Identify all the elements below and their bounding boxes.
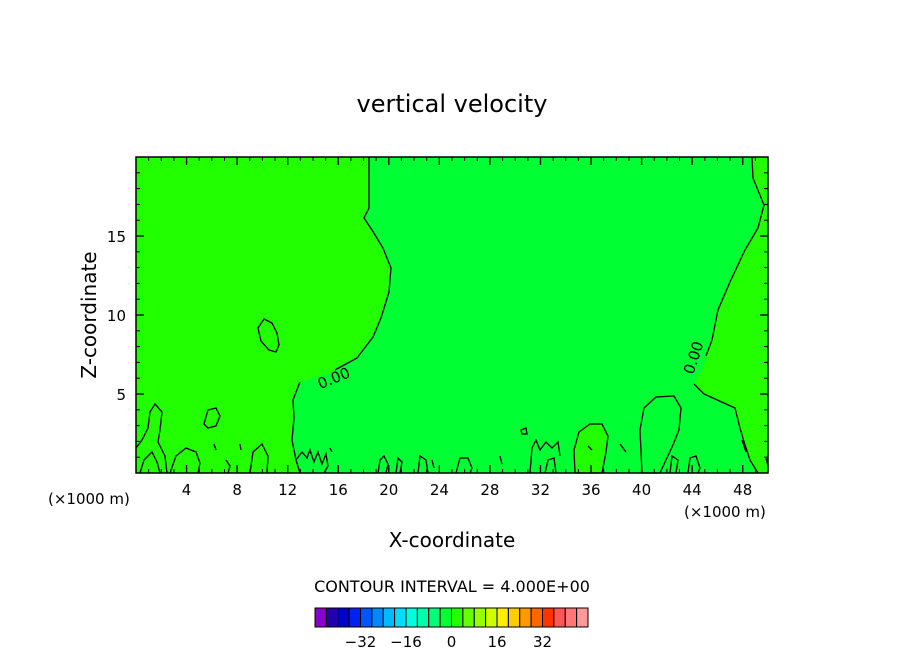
colorbar-tick-label: −32 xyxy=(345,633,377,651)
downward-blob-x41 xyxy=(639,395,682,474)
colorbar-swatch xyxy=(496,607,509,628)
x-tick-label: 20 xyxy=(379,481,398,499)
colorbar-swatch xyxy=(519,607,532,628)
x-unit-label-left: (×1000 m) xyxy=(48,490,130,508)
x-tick-label: 32 xyxy=(531,481,550,499)
x-tick-label: 28 xyxy=(480,481,499,499)
x-axis-label: X-coordinate xyxy=(389,528,516,552)
x-tick-label: 12 xyxy=(278,481,297,499)
y-tick-label: 5 xyxy=(116,386,126,404)
colorbar-swatch xyxy=(530,607,543,628)
plot-area: 0.000.00 xyxy=(135,156,769,474)
colorbar-labels: −32 −16 0 16 32 xyxy=(345,633,552,651)
colorbar-swatch xyxy=(416,607,430,628)
colorbar-swatch xyxy=(553,607,566,628)
colorbar-swatch xyxy=(507,607,521,628)
x-unit-label-right: (×1000 m) xyxy=(684,503,766,521)
y-axis-ticks: 5 10 15 xyxy=(107,172,768,458)
colorbar-tick-label: 0 xyxy=(447,633,457,651)
y-tick-label: 15 xyxy=(107,228,126,246)
x-tick-label: 40 xyxy=(632,481,651,499)
colorbar-swatch xyxy=(439,607,452,628)
colorbar-swatch xyxy=(325,607,339,628)
x-tick-label: 24 xyxy=(430,481,449,499)
colorbar-swatch xyxy=(337,607,350,628)
colorbar-swatch xyxy=(564,607,578,628)
colorbar-swatch xyxy=(371,607,384,628)
colorbar-swatch xyxy=(405,607,418,628)
colorbar-swatch xyxy=(485,607,498,628)
x-tick-label: 4 xyxy=(182,481,192,499)
x-axis-ticks: 4 8 12 16 20 24 28 32 36 40 44 48 xyxy=(148,157,756,499)
contour-interval-text: CONTOUR INTERVAL = 4.000E+00 xyxy=(314,577,590,596)
colorbar-tick-label: −16 xyxy=(390,633,422,651)
colorbar-swatch xyxy=(348,607,361,628)
x-tick-label: 36 xyxy=(581,481,600,499)
y-tick-label: 10 xyxy=(107,307,126,325)
colorbar-swatch xyxy=(473,607,487,628)
x-tick-label: 8 xyxy=(232,481,242,499)
colorbar-swatch xyxy=(428,607,441,628)
colorbar-tick-label: 16 xyxy=(487,633,506,651)
x-tick-label: 48 xyxy=(733,481,752,499)
colorbar-swatch xyxy=(576,607,589,628)
chart-title: vertical velocity xyxy=(357,90,548,118)
surface-contours xyxy=(135,156,769,474)
colorbar-swatch xyxy=(462,607,475,628)
colorbar-swatch xyxy=(314,607,327,628)
upward-blob-z8 xyxy=(257,318,280,353)
x-tick-label: 44 xyxy=(683,481,702,499)
colorbar-swatch xyxy=(451,607,464,628)
colorbar-tick-label: 32 xyxy=(533,633,552,651)
colorbar-swatch xyxy=(382,607,396,628)
region-upward-left xyxy=(136,157,391,473)
colorbar-swatch xyxy=(360,607,373,628)
colorbar xyxy=(314,607,589,628)
region-upward-right xyxy=(694,157,768,473)
y-axis-label: Z-coordinate xyxy=(77,251,101,378)
colorbar-swatch xyxy=(542,607,555,628)
colorbar-swatch xyxy=(394,607,407,628)
x-tick-label: 16 xyxy=(329,481,348,499)
